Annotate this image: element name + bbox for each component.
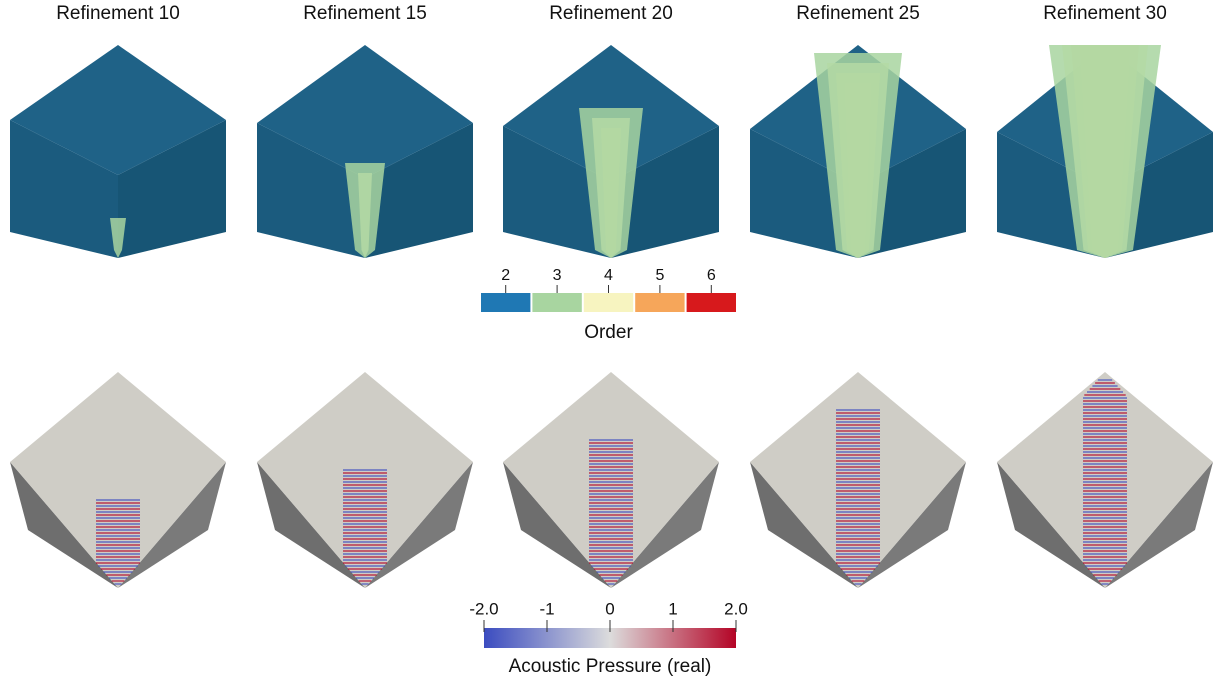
pressure-tick-label: 0 (605, 599, 614, 618)
pressure-view (997, 372, 1213, 588)
cube-left-face (750, 129, 858, 258)
top-face (997, 372, 1213, 588)
order-cube (997, 45, 1213, 258)
order-band (814, 53, 902, 258)
order-swatch (481, 293, 531, 312)
order-swatch (532, 293, 582, 312)
order-tick-label: 3 (553, 267, 562, 284)
panel-title: Refinement 30 (1043, 3, 1167, 24)
order-cube (257, 45, 473, 258)
order-band (345, 163, 385, 258)
order-band (1049, 45, 1161, 258)
pressure-view (503, 372, 719, 588)
order-swatch (583, 293, 634, 312)
top-face (257, 372, 473, 588)
order-band (579, 108, 643, 258)
cube-top-face (10, 45, 226, 175)
pressure-view (10, 372, 226, 588)
order-cube (10, 45, 226, 258)
pressure-tick-label: -2.0 (469, 599, 498, 618)
panel-title: Refinement 25 (796, 3, 920, 24)
order-title: Order (584, 322, 633, 343)
cube-right-face (611, 126, 719, 258)
pressure-view (750, 372, 966, 588)
cube-top-face (257, 45, 473, 178)
pressure-tick-label: -1 (539, 599, 554, 618)
order-band (110, 218, 126, 258)
panel-title: Refinement 10 (56, 3, 180, 24)
order-cube (503, 45, 719, 258)
pressure-tick-label: 2.0 (724, 599, 748, 618)
cube-right-face (858, 129, 966, 258)
pressure-bar (484, 628, 736, 648)
order-tick-label: 6 (707, 267, 716, 284)
panel-title: Refinement 20 (549, 3, 673, 24)
cube-right-face (118, 120, 226, 258)
panel-title: Refinement 15 (303, 3, 427, 24)
pressure-tick-label: 1 (668, 599, 677, 618)
pressure-title: Acoustic Pressure (real) (509, 656, 712, 677)
pressure-view (257, 372, 473, 588)
order-tick-label: 5 (655, 267, 664, 284)
top-face (503, 372, 719, 588)
cube-left-face (503, 126, 611, 258)
cube-left-face (257, 123, 365, 258)
order-cube (750, 45, 966, 258)
order-swatch (635, 293, 685, 312)
cube-left-face (10, 120, 118, 258)
order-tick-label: 4 (604, 267, 613, 284)
top-face (750, 372, 966, 588)
top-face (10, 372, 226, 588)
cube-right-face (365, 123, 473, 258)
order-tick-label: 2 (501, 267, 510, 284)
order-swatch (686, 293, 736, 312)
